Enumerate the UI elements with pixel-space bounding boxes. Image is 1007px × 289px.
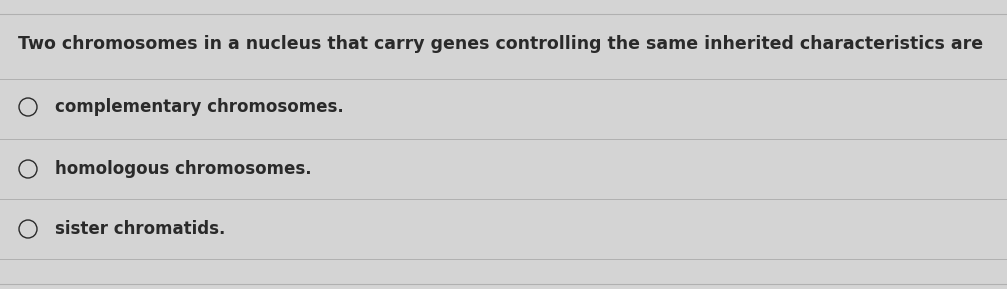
Text: homologous chromosomes.: homologous chromosomes.	[55, 160, 311, 178]
Text: sister chromatids.: sister chromatids.	[55, 220, 226, 238]
Text: Two chromosomes in a nucleus that carry genes controlling the same inherited cha: Two chromosomes in a nucleus that carry …	[18, 35, 983, 53]
Text: complementary chromosomes.: complementary chromosomes.	[55, 98, 343, 116]
